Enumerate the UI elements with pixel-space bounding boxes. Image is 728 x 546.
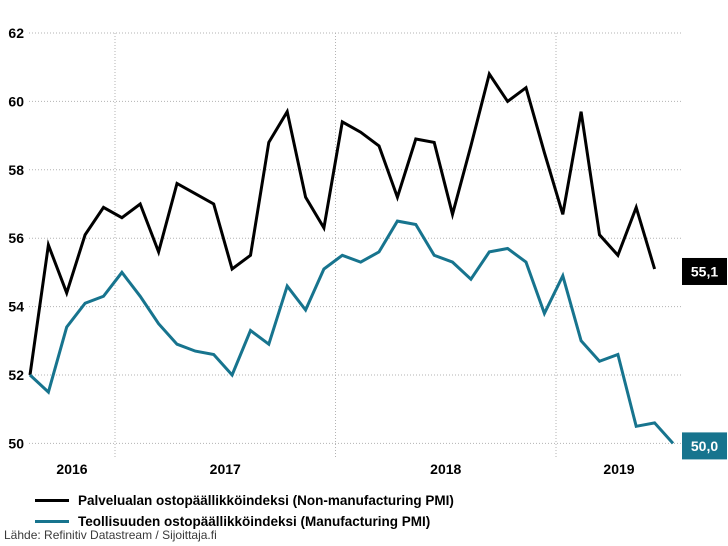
- y-axis-tick-label: 50: [8, 435, 24, 451]
- x-axis-year-label: 2018: [430, 461, 461, 477]
- end-value-box: [682, 257, 727, 285]
- legend-line-swatch: [35, 520, 69, 523]
- y-axis-tick-label: 54: [8, 299, 24, 315]
- y-axis-tick-label: 56: [8, 230, 24, 246]
- end-value-label: 50,0: [691, 438, 718, 454]
- y-axis-tick-label: 60: [8, 93, 24, 109]
- end-value-box: [682, 432, 727, 460]
- x-axis-year-label: 2019: [603, 461, 634, 477]
- y-axis-tick-label: 62: [8, 25, 24, 41]
- y-axis-tick-label: 58: [8, 162, 24, 178]
- legend-row: Palvelualan ostopäällikköindeksi (Non-ma…: [35, 490, 454, 511]
- manufacturing-pmi-line: [28, 219, 675, 445]
- y-axis-tick-label: 52: [8, 367, 24, 383]
- x-axis-year-label: 2017: [210, 461, 241, 477]
- legend-line-swatch: [35, 499, 69, 502]
- x-axis-year-label: 2016: [56, 461, 87, 477]
- legend-label: Palvelualan ostopäällikköindeksi (Non-ma…: [78, 493, 454, 508]
- end-value-label: 55,1: [691, 263, 718, 279]
- source-note: Lähde: Refinitiv Datastream / Sijoittaja…: [4, 528, 217, 542]
- non-manufacturing-pmi-line: [28, 70, 657, 376]
- chart-legend: Palvelualan ostopäällikköindeksi (Non-ma…: [35, 490, 454, 532]
- legend-label: Teollisuuden ostopäällikköindeksi (Manuf…: [78, 514, 431, 529]
- legend-row: Teollisuuden ostopäällikköindeksi (Manuf…: [35, 511, 454, 532]
